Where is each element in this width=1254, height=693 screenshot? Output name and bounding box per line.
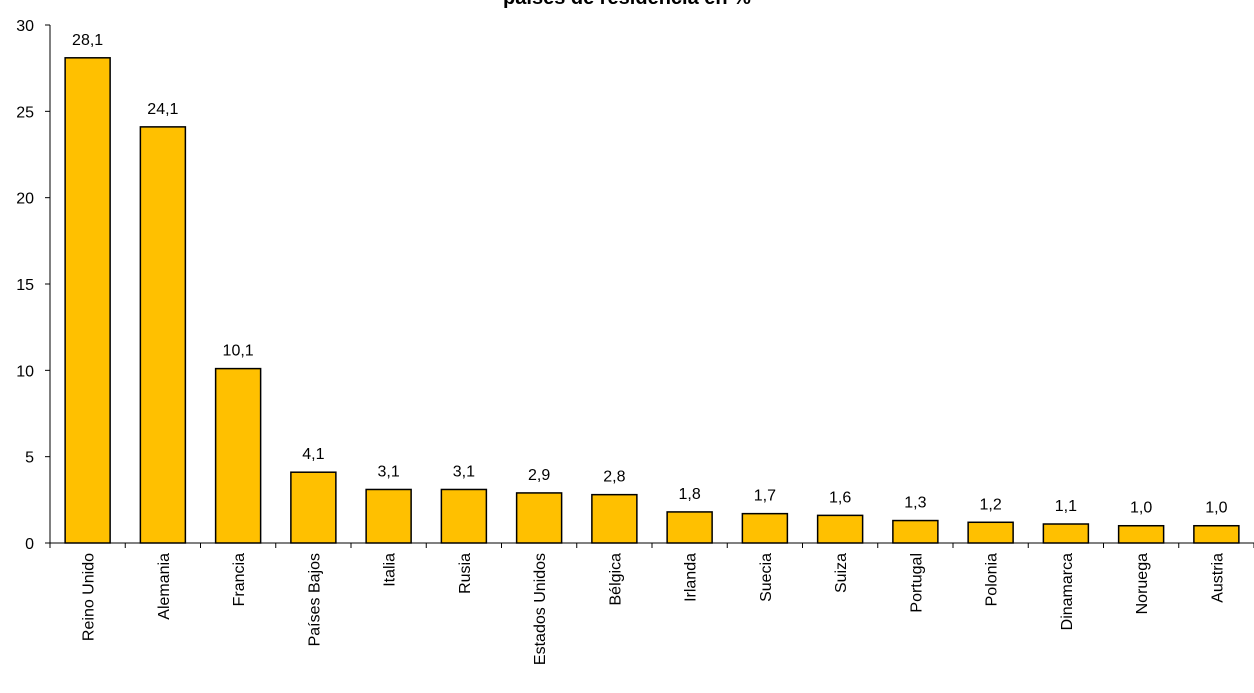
data-label: 1,2 — [980, 496, 1002, 513]
data-label: 28,1 — [72, 32, 103, 49]
x-category-label: Suecia — [758, 553, 775, 602]
bar — [741, 512, 789, 544]
data-label: 3,1 — [453, 463, 475, 480]
bar — [1193, 524, 1240, 544]
x-category-label: Italia — [382, 553, 399, 587]
data-label: 3,1 — [378, 463, 400, 480]
y-tick-label: 10 — [16, 363, 34, 380]
chart-title: países de residencia en % — [0, 0, 1254, 10]
x-category-label: Alemania — [156, 553, 173, 620]
data-label: 2,9 — [528, 467, 550, 484]
x-category-label: Bélgica — [607, 553, 624, 606]
x-category-label: Rusia — [457, 553, 474, 594]
x-category-label: Reino Unido — [81, 553, 98, 641]
data-label: 1,8 — [679, 486, 701, 503]
x-category-label: Dinamarca — [1059, 553, 1076, 630]
x-category-label: Suiza — [833, 553, 850, 593]
data-label: 1,0 — [1205, 500, 1227, 517]
bar — [1042, 523, 1090, 544]
bar — [440, 488, 488, 544]
data-label: 10,1 — [223, 343, 254, 360]
y-tick-label: 25 — [16, 104, 34, 121]
bar — [967, 521, 1014, 544]
bar — [892, 519, 939, 544]
data-label: 1,0 — [1130, 500, 1152, 517]
data-label: 1,3 — [904, 495, 926, 512]
bar — [515, 492, 563, 544]
y-tick-label: 0 — [25, 536, 34, 553]
bar — [591, 493, 638, 544]
bar — [290, 471, 337, 544]
x-category-label: Polonia — [984, 553, 1001, 606]
data-label: 2,8 — [603, 469, 625, 486]
data-label: 1,1 — [1055, 498, 1077, 515]
x-category-label: Países Bajos — [306, 553, 323, 646]
x-category-label: Austria — [1209, 553, 1226, 603]
x-category-label: Irlanda — [683, 553, 700, 602]
bar — [666, 511, 713, 544]
bar — [214, 367, 262, 544]
bar — [64, 57, 111, 544]
x-category-label: Noruega — [1134, 553, 1151, 614]
data-label: 4,1 — [302, 446, 324, 463]
x-category-label: Estados Unidos — [532, 553, 549, 665]
bar — [365, 488, 412, 544]
y-tick-label: 20 — [16, 191, 34, 208]
x-category-label: Francia — [231, 553, 248, 606]
y-tick-label: 5 — [25, 450, 34, 467]
y-tick-label: 15 — [16, 277, 34, 294]
bar — [1117, 524, 1165, 544]
y-tick-label: 30 — [16, 18, 34, 35]
x-category-label: Portugal — [908, 553, 925, 613]
data-label: 1,7 — [754, 488, 776, 505]
bar — [816, 514, 864, 544]
data-label: 24,1 — [147, 101, 178, 118]
bar — [139, 126, 187, 544]
data-label: 1,6 — [829, 489, 851, 506]
